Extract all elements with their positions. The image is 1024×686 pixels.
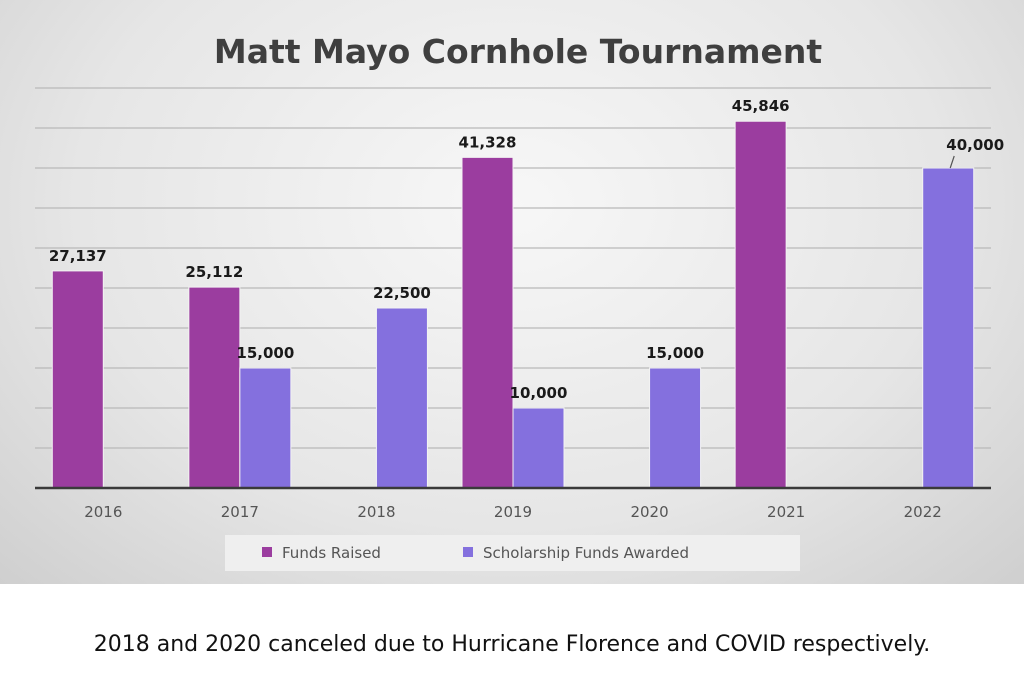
- bar-funds-raised: [734, 120, 787, 489]
- data-label: 15,000: [646, 344, 704, 362]
- data-label: 15,000: [236, 344, 294, 362]
- data-label: 25,112: [185, 263, 243, 281]
- x-tick-label: 2017: [221, 503, 259, 521]
- bar-funds-raised: [461, 156, 514, 489]
- x-tick-label: 2019: [494, 503, 532, 521]
- legend: Funds Raised Scholarship Funds Awarded: [225, 535, 800, 571]
- bars: [51, 120, 975, 489]
- x-tick-label: 2022: [904, 503, 942, 521]
- bar-scholarship-funds: [649, 367, 702, 489]
- data-label: 41,328: [459, 133, 517, 151]
- legend-swatch-scholarship: [463, 547, 473, 557]
- chart-panel: Matt Mayo Cornhole Tournament 27,137 25,1…: [0, 0, 1024, 584]
- data-label: 10,000: [510, 384, 568, 402]
- x-tick-label: 2021: [767, 503, 805, 521]
- label-leader-line: [949, 155, 955, 169]
- legend-swatch-funds-raised: [262, 547, 272, 557]
- bar-funds-raised: [188, 286, 241, 489]
- data-labels: 27,137 25,112 15,000 22,500 41,328 10,000 15,0…: [49, 97, 1004, 402]
- chart-title: Matt Mayo Cornhole Tournament: [214, 32, 823, 71]
- caption: 2018 and 2020 canceled due to Hurricane …: [93, 632, 931, 657]
- legend-label: Funds Raised: [282, 544, 381, 562]
- data-label: 27,137: [49, 247, 107, 265]
- bar-scholarship-funds: [375, 307, 428, 489]
- bar-scholarship-funds: [512, 407, 565, 489]
- data-label: 22,500: [373, 284, 431, 302]
- bar-scholarship-funds: [239, 367, 292, 489]
- data-label: 40,000: [946, 136, 1004, 154]
- legend-background: [225, 535, 800, 571]
- x-tick-label: 2016: [84, 503, 122, 521]
- x-tick-label: 2018: [357, 503, 395, 521]
- bar-scholarship-funds: [922, 167, 975, 489]
- bar-chart: Matt Mayo Cornhole Tournament 27,137 25,1…: [35, 32, 1004, 571]
- legend-label: Scholarship Funds Awarded: [483, 544, 689, 562]
- x-axis-ticks: 2016 2017 2018 2019 2020 2021 2022: [84, 503, 942, 521]
- bar-funds-raised: [51, 270, 104, 489]
- x-tick-label: 2020: [630, 503, 668, 521]
- data-label: 45,846: [732, 97, 790, 115]
